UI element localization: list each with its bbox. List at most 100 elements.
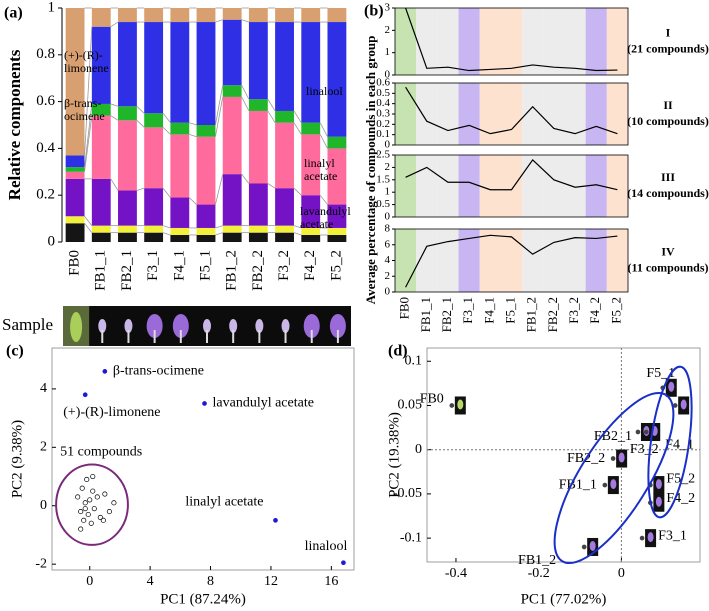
bar-segment	[91, 103, 111, 116]
y-tick-label: -0.1	[400, 530, 422, 545]
x-tick-label: F5_2	[328, 250, 344, 281]
connector	[162, 127, 171, 135]
x-tick-label: 4	[147, 574, 154, 589]
y-tick-label: 0.05	[398, 398, 423, 413]
x-tick-label: 12	[264, 574, 278, 589]
point	[449, 403, 455, 408]
band	[606, 8, 628, 75]
band	[395, 155, 417, 217]
connector	[319, 194, 328, 205]
bar-segment	[275, 8, 294, 23]
point	[82, 506, 88, 512]
y-axis-label: PC2 (9.38%)	[9, 420, 25, 498]
band	[479, 83, 501, 145]
x-tick-label: F4_2	[302, 250, 318, 281]
x-tick-label: F3_2	[276, 250, 292, 281]
band	[479, 229, 501, 292]
band	[416, 155, 438, 217]
point	[78, 509, 84, 515]
y-tick-label: 1	[385, 46, 391, 58]
bar-segment	[65, 167, 85, 172]
connector	[215, 85, 224, 126]
line	[405, 234, 618, 288]
y-tick-label: 2	[385, 161, 391, 173]
connector	[293, 187, 302, 196]
annotation: lavandulyl	[300, 204, 351, 218]
connector	[267, 110, 276, 123]
band	[522, 155, 544, 217]
band	[437, 83, 459, 145]
x-tick-label: F5_1	[197, 250, 213, 281]
annotation: (+)-(R)-	[64, 48, 103, 62]
band	[522, 8, 544, 75]
panel-label: (d)	[388, 343, 408, 360]
annotation: ocimene	[64, 109, 105, 123]
point-label: FB0	[420, 392, 444, 407]
x-tick-label: FB1_1	[418, 297, 433, 332]
y-tick-label: 1	[48, 0, 56, 15]
point	[111, 500, 117, 506]
sample-image	[255, 319, 264, 333]
y-tick-label: 0.4	[36, 140, 55, 156]
x-tick-label: F5_1	[502, 297, 517, 324]
y-tick-label: 0	[385, 139, 391, 151]
band	[437, 155, 459, 217]
connector	[136, 187, 145, 191]
point	[106, 509, 112, 515]
point	[341, 560, 346, 566]
group-note: (21 compounds)	[627, 41, 709, 55]
x-tick-label: F4_2	[587, 297, 602, 324]
point	[94, 494, 100, 500]
point	[88, 520, 94, 526]
band	[564, 155, 586, 217]
bar-segment	[248, 225, 268, 233]
band	[564, 83, 586, 145]
band	[522, 83, 544, 145]
sample-image	[146, 314, 163, 338]
annotation: linalool	[306, 84, 343, 98]
y-tick-label: 2	[385, 24, 391, 36]
band	[564, 229, 586, 292]
x-tick-label: F4_1	[481, 297, 496, 324]
panel-label: (a)	[4, 5, 23, 22]
plot-frame	[51, 347, 355, 571]
group-ellipse	[553, 391, 675, 565]
bar-segment	[327, 136, 347, 149]
x-tick-label: FB0	[67, 250, 83, 276]
annotation: limonene	[64, 61, 109, 75]
band	[543, 83, 565, 145]
thumbnail-flower	[618, 452, 625, 463]
x-tick-label: FB1_2	[224, 250, 240, 291]
bar-segment	[65, 178, 85, 217]
bar-segment	[196, 227, 216, 235]
band	[458, 155, 480, 217]
bar-segment	[222, 8, 242, 20]
x-tick-label: FB0	[397, 297, 412, 319]
y-tick-label: 0	[385, 211, 391, 223]
bar-segment	[196, 125, 216, 137]
connector	[189, 122, 197, 126]
annotation: acetate	[304, 169, 337, 183]
connector	[215, 225, 223, 229]
connector	[162, 187, 171, 198]
point	[202, 401, 207, 406]
x-axis-label: PC1 (77.02%)	[521, 591, 607, 607]
band	[564, 8, 586, 75]
point-label: FB1_2	[518, 553, 556, 568]
bar-segment	[301, 8, 321, 23]
connector	[136, 120, 145, 128]
group-note: (11 compounds)	[627, 260, 708, 274]
connector	[84, 216, 93, 226]
bar-segment	[91, 26, 111, 104]
point	[75, 494, 81, 500]
bar-segment	[196, 234, 216, 242]
bar-segment	[91, 232, 111, 242]
connector	[136, 105, 145, 114]
connector	[215, 174, 224, 205]
group-ellipse	[55, 463, 129, 546]
bar-segment	[65, 171, 85, 179]
connector	[293, 110, 302, 123]
y-tick-label: 0	[385, 69, 391, 81]
connector	[267, 99, 276, 112]
connector	[293, 122, 302, 135]
